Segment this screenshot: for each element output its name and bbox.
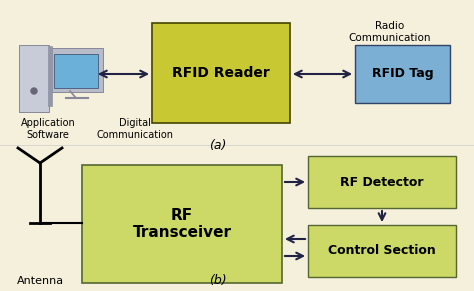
FancyBboxPatch shape — [54, 54, 98, 88]
FancyBboxPatch shape — [19, 45, 49, 112]
Text: Radio
Communication: Radio Communication — [349, 21, 431, 42]
Text: (a): (a) — [210, 139, 227, 152]
FancyBboxPatch shape — [152, 23, 290, 123]
Text: RF Detector: RF Detector — [340, 175, 424, 189]
Text: Control Section: Control Section — [328, 244, 436, 258]
FancyBboxPatch shape — [49, 48, 103, 92]
FancyBboxPatch shape — [48, 46, 52, 106]
Text: Application
Software: Application Software — [21, 118, 75, 140]
FancyBboxPatch shape — [308, 225, 456, 277]
FancyBboxPatch shape — [355, 45, 450, 103]
FancyBboxPatch shape — [82, 165, 282, 283]
Text: Digital
Communication: Digital Communication — [97, 118, 173, 140]
Text: Antenna: Antenna — [17, 276, 64, 286]
Text: RFID Reader: RFID Reader — [172, 66, 270, 80]
Text: RF
Transceiver: RF Transceiver — [133, 208, 231, 240]
Text: (b): (b) — [209, 274, 227, 287]
FancyBboxPatch shape — [308, 156, 456, 208]
Text: RFID Tag: RFID Tag — [372, 68, 433, 81]
Circle shape — [31, 88, 37, 94]
